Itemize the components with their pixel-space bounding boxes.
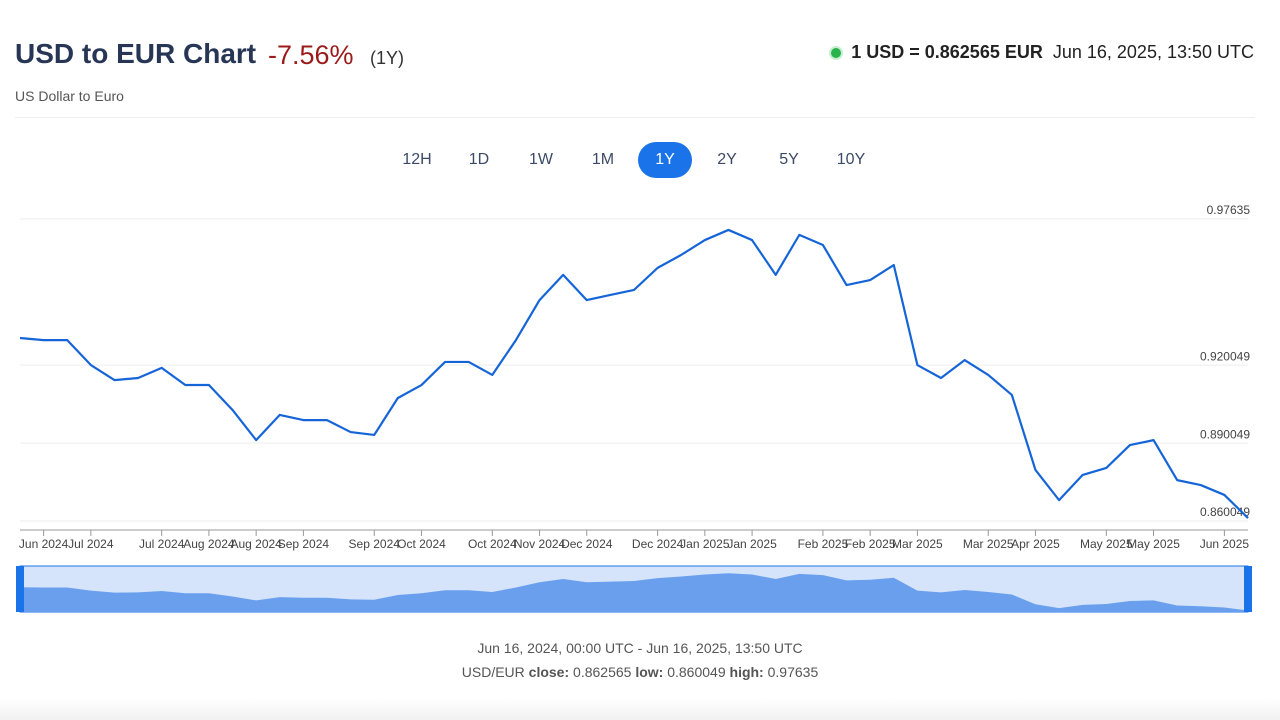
x-tick-label: Dec 2024 xyxy=(632,537,684,551)
x-tick-label: Mar 2025 xyxy=(892,537,943,551)
x-tick-label: Jan 2025 xyxy=(727,537,777,551)
range-button[interactable]: 1M xyxy=(591,151,615,168)
x-tick-label: Feb 2025 xyxy=(845,537,896,551)
y-tick-label: 0.97635 xyxy=(1207,203,1251,217)
x-tick-label: Dec 2024 xyxy=(561,537,613,551)
rate: 1 USD = 0.862565 EUR xyxy=(851,42,1043,62)
navigator-area xyxy=(20,573,1248,612)
rate-box: 1 USD = 0.862565 EUR Jun 16, 2025, 13:50 … xyxy=(831,42,1254,63)
x-tick-label: Mar 2025 xyxy=(963,537,1014,551)
range-button[interactable]: 1D xyxy=(468,151,490,168)
range-button[interactable]: 10Y xyxy=(836,151,866,168)
navigator-handle[interactable] xyxy=(16,566,24,612)
navigator-handle[interactable] xyxy=(1244,566,1252,612)
pair: USD/EUR xyxy=(461,664,525,680)
separator xyxy=(15,117,1255,118)
range-button[interactable]: 12H xyxy=(402,151,432,168)
x-tick-label: Jan 2025 xyxy=(680,537,730,551)
x-tick-label: Nov 2024 xyxy=(514,537,566,551)
range-buttons: 12H 1D 1W 1M 1Y 2Y 5Y 10Y xyxy=(390,142,878,178)
x-tick-label: Oct 2024 xyxy=(468,537,517,551)
x-tick-label: Jun 2025 xyxy=(1200,537,1250,551)
x-tick-label: May 2025 xyxy=(1080,537,1133,551)
low-label: low: xyxy=(635,664,664,680)
subtitle: US Dollar to Euro xyxy=(15,88,124,104)
stats: USD/EUR close: 0.862565 low: 0.860049 hi… xyxy=(0,664,1280,680)
period: (1Y) xyxy=(370,48,405,68)
x-tick-label: Aug 2024 xyxy=(230,537,282,551)
range-button[interactable]: 1W xyxy=(529,151,553,168)
close: 0.862565 xyxy=(573,664,632,680)
x-tick-label: Aug 2024 xyxy=(183,537,235,551)
x-tick-label: Sep 2024 xyxy=(349,537,401,551)
range-button[interactable]: 2Y xyxy=(717,151,737,168)
x-tick-label: Jul 2024 xyxy=(68,537,114,551)
close-label: close: xyxy=(528,664,570,680)
change: -7.56% xyxy=(268,40,354,70)
x-tick-label: Oct 2024 xyxy=(397,537,446,551)
range-button[interactable]: 1Y xyxy=(638,142,692,178)
range-button[interactable]: 5Y xyxy=(779,151,799,168)
time: Jun 16, 2025, 13:50 UTC xyxy=(1052,42,1254,62)
x-tick-label: May 2025 xyxy=(1127,537,1180,551)
high-label: high: xyxy=(729,664,764,680)
range-text: Jun 16, 2024, 00:00 UTC - Jun 16, 2025, … xyxy=(477,640,803,656)
x-tick-label: Jun 2024 xyxy=(19,537,69,551)
low: 0.860049 xyxy=(667,664,726,680)
bottom-shade xyxy=(0,698,1280,720)
x-tick-label: Apr 2025 xyxy=(1011,537,1060,551)
y-tick-label: 0.920049 xyxy=(1200,349,1250,363)
y-tick-label: 0.890049 xyxy=(1200,427,1250,441)
status-dot xyxy=(831,47,842,58)
x-tick-label: Jul 2024 xyxy=(139,537,185,551)
title: USD to EUR Chart xyxy=(15,38,257,69)
price-line xyxy=(19,228,1249,519)
x-tick-label: Sep 2024 xyxy=(278,537,330,551)
x-tick-label: Feb 2025 xyxy=(798,537,849,551)
high: 0.97635 xyxy=(767,664,819,680)
